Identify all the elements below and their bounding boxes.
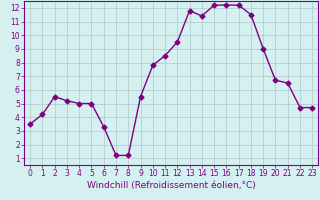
X-axis label: Windchill (Refroidissement éolien,°C): Windchill (Refroidissement éolien,°C) [87, 181, 256, 190]
